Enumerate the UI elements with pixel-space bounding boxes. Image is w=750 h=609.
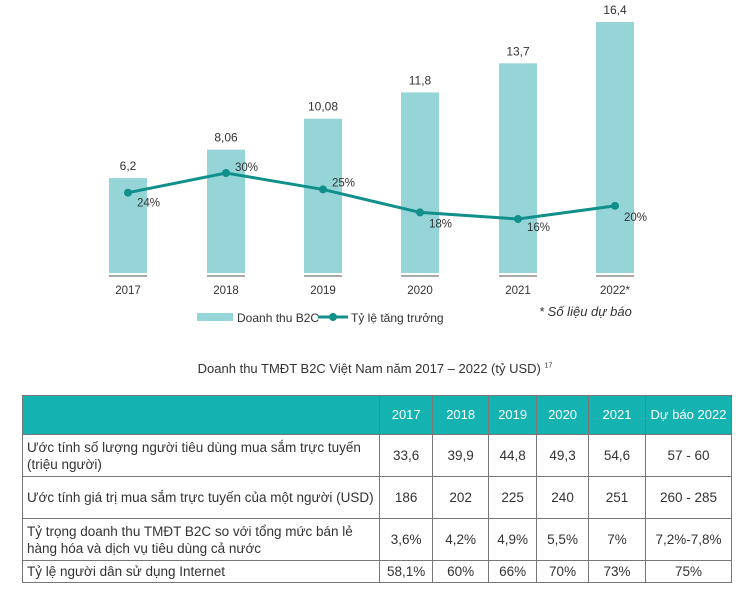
table-cell: 70% (536, 560, 590, 583)
table-row: Tỷ lệ người dân sử dụng Internet 58,1% 60%… (21, 560, 733, 583)
bar-value-label: 11,8 (409, 73, 432, 87)
table-cell: 75% (644, 560, 733, 583)
x-tick-label: 2018 (213, 285, 239, 297)
table-row: Tỷ trọng doanh thu TMĐT B2C so với tổng … (21, 518, 733, 561)
table-cell: 7,2%-7,8% (644, 518, 733, 561)
bar-value-label: 6,2 (120, 159, 137, 173)
growth-point (222, 169, 230, 177)
table-cell: 39,9 (432, 434, 490, 477)
header-cell: 2020 (536, 395, 590, 435)
table-cell: 60% (432, 560, 490, 583)
bar-value-label: 8,06 (214, 131, 238, 145)
row-label: Ước tính giá trị mua sắm trực tuyến của … (21, 476, 381, 519)
growth-point (611, 201, 619, 210)
legend-bar-label: Doanh thu B2C (237, 311, 319, 325)
axis-tick (304, 275, 342, 277)
table-row: Ước tính số lượng người tiêu dùng mua sắ… (21, 434, 733, 477)
growth-point (319, 185, 327, 194)
header-cell: 2021 (588, 395, 646, 435)
growth-value-label: 16% (527, 222, 550, 234)
table-cell: 57 - 60 (644, 434, 733, 477)
legend-bar-swatch (197, 313, 233, 321)
table-cell: 73% (588, 560, 646, 583)
growth-value-label: 30% (235, 162, 258, 174)
data-table: 2017 2018 2019 2020 2021 Dự báo 2022 Ước… (21, 395, 733, 583)
table-cell: 5,5% (536, 518, 590, 561)
x-tick-label: 2020 (407, 285, 433, 297)
table-cell: 58,1% (379, 560, 434, 583)
bar-value-label: 13,7 (506, 44, 530, 58)
table-cell: 33,6 (379, 434, 434, 477)
growth-line (127, 171, 616, 221)
table-cell: 251 (588, 476, 646, 519)
row-label: Tỷ lệ người dân sử dụng Internet (21, 560, 381, 583)
table-cell: 260 - 285 (644, 476, 733, 519)
legend-line-marker (329, 313, 337, 321)
chart-caption: Doanh thu TMĐT B2C Việt Nam năm 2017 – 2… (0, 361, 750, 376)
x-tick-label: 2017 (115, 285, 141, 297)
table-row: Ước tính giá trị mua sắm trực tuyến của … (21, 476, 733, 519)
header-cell: Dự báo 2022 (644, 395, 733, 435)
table-cell: 4,9% (488, 518, 538, 561)
row-label: Tỷ trọng doanh thu TMĐT B2C so với tổng … (21, 518, 381, 561)
table-cell: 54,6 (588, 434, 646, 477)
growth-value-label: 25% (332, 177, 355, 189)
axis-tick (207, 275, 245, 277)
x-tick-label: 2022* (600, 285, 631, 297)
table-header-row: 2017 2018 2019 2020 2021 Dự báo 2022 (21, 395, 733, 435)
axis-tick (109, 275, 147, 277)
table-cell: 66% (488, 560, 538, 583)
table-cell: 7% (588, 518, 646, 561)
caption-text: Doanh thu TMĐT B2C Việt Nam năm 2017 – 2… (197, 361, 541, 376)
growth-value-label: 18% (429, 218, 452, 230)
axis-tick (596, 275, 634, 277)
header-cell: 2019 (488, 395, 538, 435)
growth-value-label: 20% (624, 212, 647, 224)
legend-line-label: Tỷ lệ tăng trưởng (351, 311, 444, 325)
table-cell: 240 (536, 476, 590, 519)
table-cell: 49,3 (536, 434, 590, 477)
table-cell: 44,8 (488, 434, 538, 477)
axis-tick (499, 275, 537, 277)
caption-footnote: 17 (544, 362, 553, 370)
bar (304, 118, 342, 273)
x-tick-label: 2021 (505, 285, 531, 297)
row-label: Ước tính số lượng người tiêu dùng mua sắ… (21, 434, 381, 477)
bar (596, 22, 634, 273)
bar-value-label: 10,08 (308, 100, 338, 114)
forecast-note: * Số liệu dự báo (539, 304, 632, 319)
table-cell: 4,2% (432, 518, 490, 561)
growth-point (416, 208, 424, 217)
x-tick-label: 2019 (310, 285, 336, 297)
table-cell: 225 (488, 476, 538, 519)
chart: 6,2 2017 8,06 2018 10,08 2019 11,8 2020 13,7 2021… (109, 3, 647, 325)
axis-tick (401, 275, 439, 277)
header-cell: 2018 (432, 395, 490, 435)
bar-value-label: 16,4 (603, 3, 627, 17)
bar (401, 92, 439, 273)
header-cell (21, 395, 381, 435)
growth-value-label: 24% (137, 198, 160, 210)
bar (499, 63, 537, 274)
header-cell: 2017 (379, 395, 434, 435)
growth-point (514, 215, 522, 223)
table-cell: 202 (432, 476, 490, 519)
growth-point (124, 188, 132, 197)
table-cell: 3,6% (379, 518, 434, 561)
table-cell: 186 (379, 476, 434, 519)
